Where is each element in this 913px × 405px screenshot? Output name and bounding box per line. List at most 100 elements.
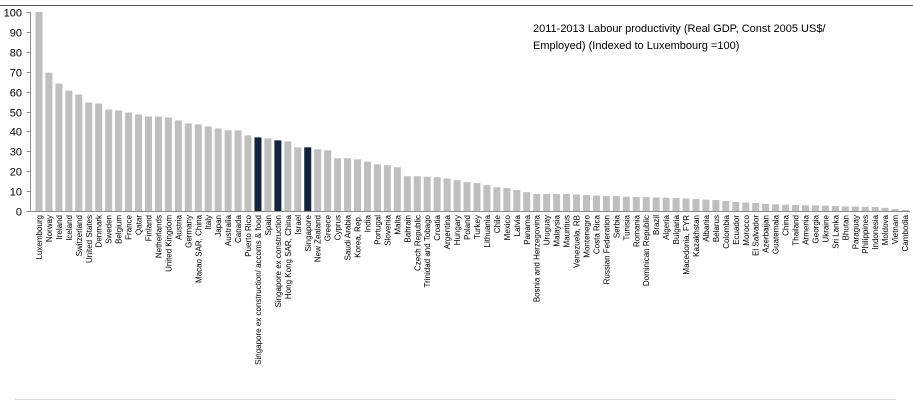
- bar-ukraine: [821, 205, 829, 211]
- bar-armenia: [801, 205, 809, 211]
- x-tick-label: Iceland: [65, 215, 74, 241]
- x-tick-label: Kazakhstan: [692, 215, 701, 257]
- x-tick-label: Malaysia: [553, 214, 562, 246]
- x-tick-label: Armenia: [801, 214, 810, 244]
- bar-el-salvador: [752, 203, 760, 211]
- x-tick-label: Costa Rica: [592, 214, 601, 254]
- bar-norway: [45, 72, 53, 211]
- bar-switzerland: [75, 94, 83, 211]
- y-axis: 0 10 20 30 40 50 60 70 80 90 100: [4, 8, 31, 219]
- bar-mauritius: [563, 194, 571, 211]
- x-tick-label: Philippines: [861, 215, 870, 254]
- x-tick-label: Italy: [204, 215, 213, 230]
- bar-hong-kong-sar-china: [284, 141, 292, 211]
- bar-panama: [523, 192, 531, 211]
- x-tick-label: Mauritius: [563, 215, 572, 247]
- bar-azerbaijan: [762, 203, 770, 211]
- x-tick-label: New Zealand: [314, 215, 323, 262]
- x-tick-label: Bhutan: [841, 215, 850, 240]
- x-tick-label: Qatar: [135, 215, 144, 235]
- bar-latvia: [513, 190, 521, 211]
- x-tick-label: Lithuania: [483, 214, 492, 247]
- bar-singapore: [304, 147, 312, 211]
- bar-turkey: [473, 183, 481, 211]
- x-tick-label: Luxembourg: [35, 215, 44, 259]
- bar-slovenia: [383, 165, 391, 211]
- bar-mexico: [503, 188, 511, 211]
- x-tick-label: Japan: [214, 215, 223, 237]
- bar-united-states: [85, 102, 93, 211]
- x-tick-label: Montenegro: [582, 214, 591, 257]
- chart-title-line-2: Employed) (Indexed to Luxembourg =100): [533, 40, 739, 52]
- x-tick-label: Tunisia: [622, 214, 631, 240]
- x-tick-label: Denmark: [95, 214, 104, 247]
- x-tick-label: Serbia: [612, 214, 621, 238]
- bar-new-zealand: [314, 149, 322, 211]
- bar-australia: [224, 130, 232, 211]
- bar-serbia: [612, 196, 620, 211]
- y-tick-label: 10: [10, 187, 22, 199]
- x-tick-label: Puerto Rico: [244, 214, 253, 256]
- x-tick-label: Panama: [523, 214, 532, 244]
- bar-china: [782, 204, 790, 211]
- x-tick-label: Morocco: [742, 214, 751, 245]
- bar-philippines: [861, 206, 869, 211]
- bar-belgium: [115, 110, 123, 211]
- x-tick-label: Slovenia: [383, 214, 392, 245]
- x-tick-label: India: [363, 214, 372, 232]
- x-tick-label: Chile: [493, 214, 502, 233]
- x-tick-label: Belarus: [712, 215, 721, 242]
- x-tick-label: Spain: [264, 215, 273, 235]
- bar-dominican-republic: [642, 197, 650, 211]
- bar-argentina: [443, 178, 451, 211]
- y-tick-label: 30: [10, 147, 22, 159]
- bar-guatemala: [772, 204, 780, 211]
- x-tick-label: United Kingdom: [164, 215, 173, 272]
- x-tick-label: Germany: [184, 215, 193, 248]
- bar-germany: [184, 123, 192, 211]
- bar-morocco: [742, 202, 750, 211]
- x-tick-label: Ireland: [55, 215, 64, 239]
- x-tick-label: Moldova: [881, 214, 890, 245]
- bar-albania: [702, 199, 710, 211]
- bar-bosnia-and-herzegovina: [533, 194, 541, 211]
- bar-chile: [493, 187, 501, 211]
- y-tick-label: 70: [10, 68, 22, 80]
- x-tick-label: Canada: [234, 214, 243, 243]
- x-tick-label: Mexico: [503, 214, 512, 240]
- x-tick-label: Azerbaijan: [762, 215, 771, 253]
- x-tick-label: Israel: [294, 215, 303, 235]
- x-tick-label: Colombia: [722, 214, 731, 248]
- bar-montenegro: [582, 195, 590, 211]
- bar-portugal: [373, 164, 381, 211]
- x-tick-label: Croatia: [433, 214, 442, 240]
- bar-canada: [234, 130, 242, 211]
- bar-bhutan: [841, 206, 849, 211]
- chart-title-line-1: 2011-2013 Labour productivity (Real GDP,…: [533, 23, 826, 35]
- bar-puerto-rico: [244, 135, 252, 211]
- bar-india: [363, 161, 371, 211]
- bar-singapore-ex-construction-accoms-food: [254, 137, 262, 211]
- x-tick-label: Singapore ex construction/ accoms & food: [254, 215, 263, 365]
- x-tick-label: Poland: [463, 215, 472, 240]
- bar-indonesia: [871, 207, 879, 211]
- y-tick-label: 20: [10, 167, 22, 179]
- bar-ecuador: [732, 201, 740, 211]
- x-tick-label: Bosnia and Herzegovina: [533, 214, 542, 302]
- x-tick-label: Belgium: [115, 215, 124, 244]
- bar-croatia: [433, 177, 441, 211]
- bar-greece: [324, 150, 332, 211]
- x-tick-label: Bahrain: [403, 215, 412, 243]
- x-tick-label: Russian Federation: [602, 215, 611, 284]
- bar-hungary: [453, 180, 461, 211]
- x-tick-label: Malta: [393, 214, 402, 234]
- bar-qatar: [135, 114, 143, 211]
- y-tick-label: 60: [10, 88, 22, 100]
- bar-tunisia: [622, 196, 630, 211]
- x-tick-label: Saudi Arabia: [344, 214, 353, 260]
- y-tick-label: 90: [10, 28, 22, 40]
- x-tick-label: France: [125, 214, 134, 239]
- bar-belarus: [712, 200, 720, 211]
- x-tick-label: Brazil: [652, 215, 661, 235]
